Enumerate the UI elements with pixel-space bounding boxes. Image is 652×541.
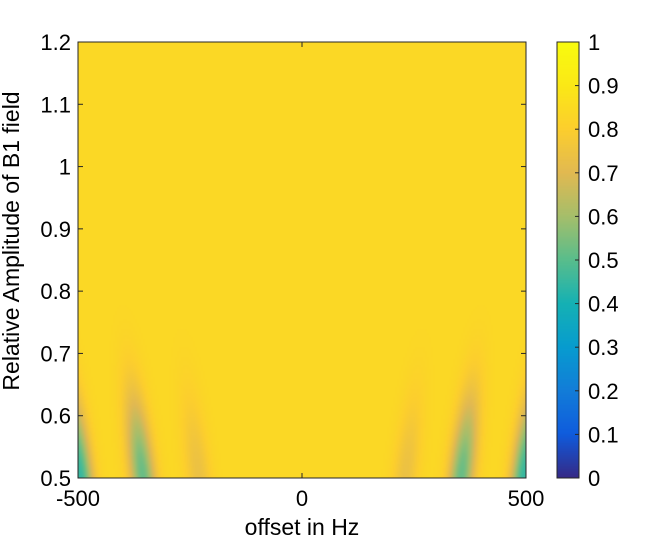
y-tick-label: 0.8 bbox=[40, 279, 71, 304]
x-tick-label: -500 bbox=[56, 486, 100, 511]
heatmap-image bbox=[78, 42, 526, 478]
x-axis-ticks: -500 0 500 bbox=[56, 42, 544, 511]
colorbar-tick-label: 0.6 bbox=[588, 204, 619, 229]
y-axis-ticks: 0.5 0.6 0.7 0.8 0.9 1 1.1 1.2 bbox=[40, 30, 526, 491]
y-axis-label: Relative Amplitude of B1 field bbox=[0, 91, 24, 390]
colorbar-tick-label: 0.8 bbox=[588, 117, 619, 142]
y-tick-label: 0.5 bbox=[40, 466, 71, 491]
colorbar-tick-label: 0.4 bbox=[588, 292, 619, 317]
colorbar-tick-label: 0 bbox=[588, 466, 600, 491]
y-tick-label: 0.9 bbox=[40, 217, 71, 242]
colorbar-tick-label: 0.3 bbox=[588, 335, 619, 360]
colorbar-tick-label: 1 bbox=[588, 30, 600, 55]
colorbar-tick-label: 0.1 bbox=[588, 422, 619, 447]
y-tick-label: 0.6 bbox=[40, 404, 71, 429]
x-axis-label: offset in Hz bbox=[245, 514, 360, 540]
y-tick-label: 1.1 bbox=[40, 92, 71, 117]
colorbar-tick-label: 0.7 bbox=[588, 161, 619, 186]
y-tick-label: 1.2 bbox=[40, 30, 71, 55]
colorbar-ticks: 0 0.1 0.2 0.3 0.4 0.5 0.6 0.7 0.8 0.9 1 bbox=[575, 30, 619, 491]
y-tick-label: 1 bbox=[59, 155, 71, 180]
x-tick-label: 500 bbox=[508, 486, 545, 511]
colorbar-tick-label: 0.5 bbox=[588, 248, 619, 273]
x-tick-label: 0 bbox=[296, 486, 308, 511]
colorbar-tick-label: 0.2 bbox=[588, 379, 619, 404]
y-tick-label: 0.7 bbox=[40, 341, 71, 366]
colorbar-tick-label: 0.9 bbox=[588, 74, 619, 99]
colorbar-gradient bbox=[557, 42, 579, 478]
